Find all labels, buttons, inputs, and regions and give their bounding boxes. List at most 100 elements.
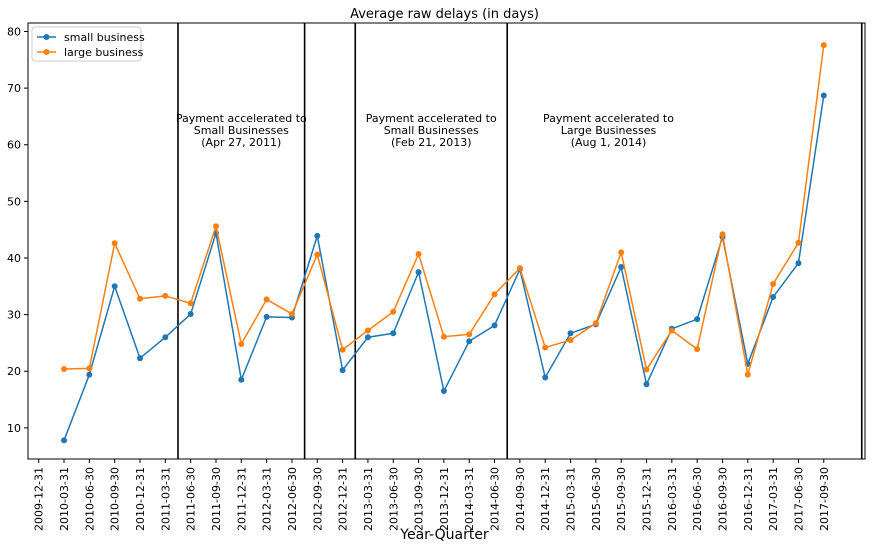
data-point-small-business bbox=[390, 330, 397, 337]
data-point-small-business bbox=[694, 316, 701, 323]
annotation: Payment accelerated to Small Businesses (F… bbox=[366, 112, 497, 149]
data-point-large-business bbox=[694, 346, 701, 353]
x-tick-label: 2010-09-30 bbox=[109, 467, 122, 531]
annotation: Payment accelerated to Large Businesses (A… bbox=[543, 112, 674, 149]
data-point-large-business bbox=[86, 365, 93, 372]
x-tick-label: 2011-03-31 bbox=[159, 467, 172, 531]
data-point-small-business bbox=[618, 264, 625, 271]
data-point-small-business bbox=[61, 437, 68, 444]
x-tick-label: 2012-03-31 bbox=[261, 467, 274, 531]
data-point-small-business bbox=[162, 334, 169, 341]
x-tick-label: 2017-09-30 bbox=[818, 467, 831, 531]
data-point-large-business bbox=[61, 365, 68, 372]
y-tick-label: 70 bbox=[7, 82, 21, 95]
data-point-small-business bbox=[415, 269, 422, 276]
data-point-small-business bbox=[339, 367, 346, 374]
y-tick-label: 60 bbox=[7, 139, 21, 152]
x-tick-label: 2012-09-30 bbox=[311, 467, 324, 531]
x-tick-label: 2013-09-30 bbox=[413, 467, 426, 531]
y-tick-label: 10 bbox=[7, 422, 21, 435]
data-point-large-business bbox=[567, 337, 574, 344]
data-point-small-business bbox=[263, 313, 270, 320]
data-point-large-business bbox=[364, 327, 371, 334]
y-tick-label: 30 bbox=[7, 309, 21, 322]
data-point-large-business bbox=[466, 331, 473, 338]
y-tick-label: 20 bbox=[7, 365, 21, 378]
x-axis-label: Year-Quarter bbox=[399, 527, 489, 543]
annotation: Payment accelerated to Small Businesses (A… bbox=[176, 112, 307, 149]
x-tick-label: 2011-12-31 bbox=[235, 467, 248, 531]
data-point-small-business bbox=[111, 283, 118, 290]
x-tick-label: 2011-09-30 bbox=[210, 467, 223, 531]
data-point-large-business bbox=[516, 265, 523, 272]
data-point-small-business bbox=[795, 260, 802, 267]
x-tick-label: 2014-09-30 bbox=[514, 467, 527, 531]
data-point-small-business bbox=[466, 338, 473, 345]
data-point-large-business bbox=[719, 231, 726, 238]
x-tick-label: 2016-03-31 bbox=[666, 467, 679, 531]
legend-label-large-business: large business bbox=[64, 46, 144, 59]
x-tick-label: 2010-12-31 bbox=[134, 467, 147, 531]
data-point-large-business bbox=[390, 308, 397, 315]
data-point-large-business bbox=[820, 42, 827, 49]
data-point-small-business bbox=[542, 374, 549, 381]
data-point-small-business bbox=[770, 294, 777, 301]
data-point-large-business bbox=[643, 366, 650, 373]
data-point-large-business bbox=[744, 371, 751, 378]
data-point-large-business bbox=[111, 240, 118, 247]
x-tick-label: 2016-06-30 bbox=[691, 467, 704, 531]
legend-marker-small-business bbox=[43, 34, 50, 40]
data-point-large-business bbox=[162, 292, 169, 299]
x-tick-label: 2016-12-31 bbox=[742, 467, 755, 531]
data-point-large-business bbox=[187, 300, 194, 307]
y-tick-label: 80 bbox=[7, 25, 21, 38]
data-point-large-business bbox=[212, 223, 219, 230]
data-point-large-business bbox=[542, 344, 549, 351]
data-point-small-business bbox=[314, 232, 321, 239]
data-point-large-business bbox=[339, 346, 346, 353]
data-point-large-business bbox=[795, 239, 802, 246]
x-tick-label: 2014-06-30 bbox=[489, 467, 502, 531]
x-tick-label: 2016-09-30 bbox=[716, 467, 729, 531]
data-point-large-business bbox=[440, 333, 447, 340]
legend-label-small-business: small business bbox=[64, 31, 145, 44]
data-point-small-business bbox=[86, 371, 93, 378]
x-tick-label: 2010-03-31 bbox=[58, 467, 71, 531]
data-point-large-business bbox=[314, 251, 321, 258]
y-tick-label: 50 bbox=[7, 195, 21, 208]
x-tick-label: 2010-06-30 bbox=[83, 467, 96, 531]
data-point-large-business bbox=[288, 311, 295, 318]
data-point-small-business bbox=[567, 330, 574, 337]
data-point-small-business bbox=[643, 381, 650, 388]
data-point-large-business bbox=[618, 249, 625, 256]
data-point-small-business bbox=[364, 334, 371, 341]
chart-title: Average raw delays (in days) bbox=[350, 7, 539, 22]
data-point-small-business bbox=[440, 388, 447, 395]
x-tick-label: 2012-06-30 bbox=[286, 467, 299, 531]
data-point-large-business bbox=[770, 281, 777, 288]
data-point-large-business bbox=[415, 251, 422, 258]
data-point-small-business bbox=[820, 92, 827, 99]
x-tick-label: 2013-06-30 bbox=[387, 467, 400, 531]
x-tick-label: 2009-12-31 bbox=[33, 467, 46, 531]
data-point-large-business bbox=[238, 341, 245, 348]
x-tick-label: 2017-03-31 bbox=[767, 467, 780, 531]
legend-box bbox=[31, 26, 142, 62]
data-point-large-business bbox=[263, 296, 270, 303]
data-point-large-business bbox=[491, 291, 498, 298]
x-tick-label: 2013-12-31 bbox=[438, 467, 451, 531]
data-point-large-business bbox=[592, 320, 599, 327]
data-point-large-business bbox=[668, 327, 675, 334]
x-tick-label: 2012-12-31 bbox=[337, 467, 350, 531]
legend-marker-large-business bbox=[43, 49, 50, 55]
plot-frame bbox=[27, 22, 866, 460]
x-tick-label: 2014-03-31 bbox=[463, 467, 476, 531]
data-point-small-business bbox=[137, 355, 143, 362]
x-tick-label: 2015-09-30 bbox=[615, 467, 628, 531]
y-tick-label: 40 bbox=[7, 252, 21, 265]
x-tick-label: 2014-12-31 bbox=[539, 467, 552, 531]
x-tick-label: 2017-06-30 bbox=[792, 467, 805, 531]
data-point-small-business bbox=[491, 322, 498, 329]
